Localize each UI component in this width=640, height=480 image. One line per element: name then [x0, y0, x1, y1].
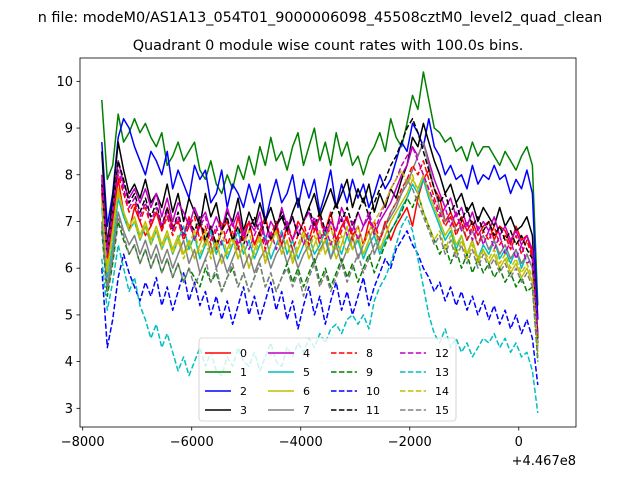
- legend-frame: [198, 337, 457, 422]
- y-tick-label: 6: [65, 262, 73, 277]
- x-tick-label: −2000: [388, 435, 432, 450]
- series-line-1: [101, 71, 539, 306]
- series-layer: [101, 71, 539, 414]
- y-tick-label: 10: [56, 75, 73, 90]
- y-tick-label: 4: [65, 355, 73, 370]
- series-line-15: [101, 178, 539, 357]
- legend-label-9: 9: [366, 366, 373, 379]
- x-tick-label: 0: [515, 435, 523, 450]
- series-line-6: [101, 174, 539, 353]
- legend-label-11: 11: [366, 404, 380, 417]
- legend-label-0: 0: [240, 347, 247, 360]
- x-tick-label: −8000: [61, 435, 105, 450]
- x-tick-label: −6000: [170, 435, 214, 450]
- x-tick-label: −4000: [279, 435, 323, 450]
- legend-label-3: 3: [240, 404, 247, 417]
- y-tick-label: 9: [65, 122, 73, 137]
- legend-label-15: 15: [435, 404, 449, 417]
- axes-frame: [79, 57, 577, 428]
- legend-label-2: 2: [240, 385, 247, 398]
- figure-suptitle: n file: modeM0/AS1A13_054T01_9000006098_…: [38, 10, 603, 26]
- y-tick-label: 5: [65, 308, 73, 323]
- series-line-9: [101, 192, 539, 362]
- series-line-12: [101, 145, 539, 334]
- legend-label-6: 6: [303, 385, 310, 398]
- legend-label-10: 10: [366, 385, 380, 398]
- series-line-11: [101, 117, 539, 343]
- legend-label-12: 12: [435, 347, 449, 360]
- legend-label-7: 7: [303, 404, 310, 417]
- y-tick-label: 7: [65, 215, 73, 230]
- axes-layer: [79, 57, 577, 428]
- legend-label-5: 5: [303, 366, 310, 379]
- legend-label-14: 14: [435, 385, 449, 398]
- chart-title: Quadrant 0 module wise count rates with …: [133, 38, 524, 54]
- series-line-14: [101, 169, 539, 348]
- legend-label-4: 4: [303, 347, 310, 360]
- series-line-10: [101, 230, 539, 386]
- y-tick-label: 8: [65, 168, 73, 183]
- legend-label-1: 1: [240, 366, 247, 379]
- series-line-13: [101, 216, 539, 414]
- legend-label-8: 8: [366, 347, 373, 360]
- legend-label-13: 13: [435, 366, 449, 379]
- x-offset-label: +4.467e8: [512, 454, 576, 469]
- y-tick-label: 3: [65, 402, 73, 417]
- series-line-8: [101, 160, 539, 339]
